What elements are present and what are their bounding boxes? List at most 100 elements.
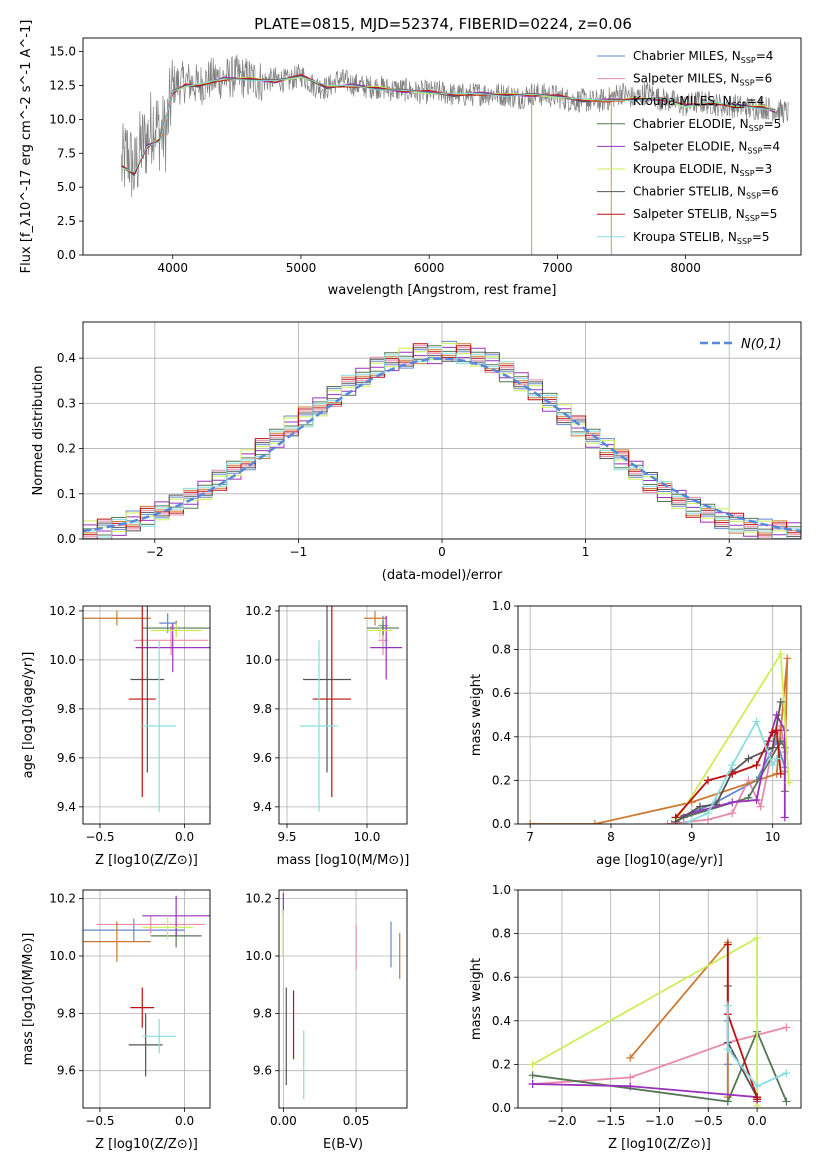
series-point bbox=[704, 776, 713, 785]
x-tick-label: 2 bbox=[725, 545, 733, 559]
series-point bbox=[728, 798, 737, 807]
y-tick-label: 0.4 bbox=[492, 730, 511, 744]
axes-frame bbox=[82, 605, 211, 825]
legend-nssp: =6 bbox=[755, 72, 773, 86]
y-tick-label: 15.0 bbox=[49, 45, 76, 59]
series-point bbox=[753, 1095, 762, 1104]
y-tick-label: 0.0 bbox=[57, 248, 76, 262]
series-line bbox=[683, 719, 778, 824]
legend-nssp: =4 bbox=[747, 94, 765, 108]
x-tick-label: 10 bbox=[765, 830, 780, 844]
x-axis-label: age [log10(age/yr)] bbox=[596, 853, 723, 868]
model-fit-line bbox=[121, 76, 776, 173]
x-tick-label: 9.5 bbox=[277, 830, 296, 844]
series-point bbox=[723, 940, 732, 949]
y-tick-label: 0.8 bbox=[492, 927, 511, 941]
x-tick-label: −0.5 bbox=[85, 1114, 114, 1128]
legend-label: Chabrier STELIB, NSSP=6 bbox=[633, 185, 779, 201]
y-axis-label: mass weight bbox=[469, 674, 484, 756]
panel-age-vs-Z: −0.5 0.0 9.4 9.6 9.8 10.0 10.2 Z [log10(Z/Z⊙)] a… bbox=[21, 604, 211, 868]
panel-age-vs-mass: 9.5 10.0 9.4 9.6 9.8 10.0 10.2 mass [log10(M/M⊙… bbox=[245, 604, 410, 868]
plot-area bbox=[526, 649, 793, 824]
series-point bbox=[626, 1053, 635, 1062]
legend-label: Chabrier ELODIE, NSSP=5 bbox=[633, 117, 781, 133]
x-tick-label: 0.0 bbox=[175, 830, 194, 844]
series-point bbox=[756, 802, 765, 811]
y-tick-label: 9.4 bbox=[57, 800, 76, 814]
series-point bbox=[723, 1097, 732, 1106]
plot-area bbox=[83, 340, 801, 539]
x-tick-label: 7000 bbox=[542, 261, 573, 275]
gaussian-curve bbox=[83, 357, 801, 533]
panel-mass-vs-EBV: 0.00 0.05 9.6 9.8 10.0 10.2 E(B-V) bbox=[245, 889, 408, 1152]
histogram-step bbox=[83, 347, 801, 539]
panel-residuals: −2 −1 0 1 2 0.0 0.1 0.2 0.3 0.4 (data-model)/error… bbox=[31, 321, 802, 583]
y-tick-label: 9.6 bbox=[253, 751, 272, 765]
x-tick-label: 7 bbox=[526, 830, 534, 844]
y-tick-label: 0.0 bbox=[492, 817, 511, 831]
y-tick-label: 9.6 bbox=[57, 1064, 76, 1078]
x-tick-label: −0.5 bbox=[694, 1114, 723, 1128]
observed-spectrum bbox=[121, 54, 789, 198]
x-tick-label: −0.5 bbox=[85, 830, 114, 844]
x-axis-label: Z [log10(Z/Z⊙)] bbox=[608, 1137, 711, 1152]
plot-area bbox=[83, 606, 210, 812]
panel-mass-vs-Z: −0.5 0.0 9.6 9.8 10.0 10.2 Z [log10(Z/Z⊙)] mass… bbox=[21, 889, 211, 1152]
x-tick-label: −1.0 bbox=[645, 1114, 674, 1128]
y-tick-label: 10.0 bbox=[49, 949, 76, 963]
series-line bbox=[667, 722, 786, 824]
y-tick-label: 10.2 bbox=[49, 604, 76, 618]
x-axis-label: mass [log10(M/M⊙)] bbox=[277, 853, 410, 868]
series-point bbox=[704, 809, 713, 818]
series-point bbox=[528, 1060, 537, 1069]
x-tick-label: 0.00 bbox=[270, 1114, 297, 1128]
panel-massweight-vs-Z: −2.0 −1.5 −1.0 −0.5 0.0 0.0 0.2 0.4 0.6 0.8 1.0 Z [… bbox=[469, 883, 802, 1152]
series-line bbox=[726, 1005, 787, 1088]
axes-frame bbox=[517, 605, 802, 825]
y-tick-label: 0.2 bbox=[57, 442, 76, 456]
y-tick-label: 9.6 bbox=[253, 1064, 272, 1078]
series-point bbox=[679, 820, 688, 824]
series-line bbox=[726, 944, 758, 1100]
y-axis-label: age [log10(age/yr)] bbox=[21, 652, 36, 779]
x-tick-label: 10.0 bbox=[354, 830, 381, 844]
y-tick-label: 0.6 bbox=[492, 686, 511, 700]
y-tick-label: 1.0 bbox=[492, 599, 511, 613]
y-tick-label: 10.0 bbox=[245, 653, 272, 667]
series-point bbox=[776, 649, 785, 658]
series-point bbox=[626, 1082, 635, 1091]
x-axis-label: Z [log10(Z/Z⊙)] bbox=[95, 1137, 198, 1152]
y-tick-label: 0.4 bbox=[57, 351, 76, 365]
axes-frame bbox=[82, 321, 802, 540]
legend-sub: SSP bbox=[740, 79, 755, 88]
series-point bbox=[782, 1069, 791, 1078]
series-point bbox=[768, 761, 777, 770]
series-point bbox=[723, 1001, 732, 1010]
series-point bbox=[667, 820, 676, 824]
y-tick-label: 9.8 bbox=[57, 1006, 76, 1020]
axes-frame bbox=[278, 605, 408, 825]
legend-nssp: =5 bbox=[764, 117, 782, 131]
y-tick-label: 0.2 bbox=[492, 773, 511, 787]
y-tick-label: 1.0 bbox=[492, 883, 511, 897]
series-point bbox=[753, 1082, 762, 1091]
y-tick-label: 10.0 bbox=[245, 949, 272, 963]
series-point bbox=[784, 778, 793, 787]
series-point bbox=[776, 697, 785, 706]
legend-sub: SSP bbox=[749, 124, 764, 133]
axes-frame bbox=[82, 889, 211, 1109]
series-point bbox=[772, 711, 781, 719]
y-tick-label: 0.8 bbox=[492, 643, 511, 657]
legend-label: Kroupa ELODIE, NSSP=3 bbox=[633, 162, 772, 178]
series-point bbox=[723, 1045, 732, 1054]
y-tick-label: 10.2 bbox=[49, 892, 76, 906]
series-line bbox=[530, 658, 789, 824]
series-point bbox=[695, 802, 704, 811]
series-line bbox=[629, 939, 729, 1098]
series-point bbox=[528, 1071, 537, 1080]
y-tick-label: 9.8 bbox=[253, 1006, 272, 1020]
axes-frame bbox=[517, 889, 802, 1109]
y-tick-label: 12.5 bbox=[49, 78, 76, 92]
y-tick-label: 9.8 bbox=[253, 702, 272, 716]
plot-area bbox=[83, 895, 210, 1077]
